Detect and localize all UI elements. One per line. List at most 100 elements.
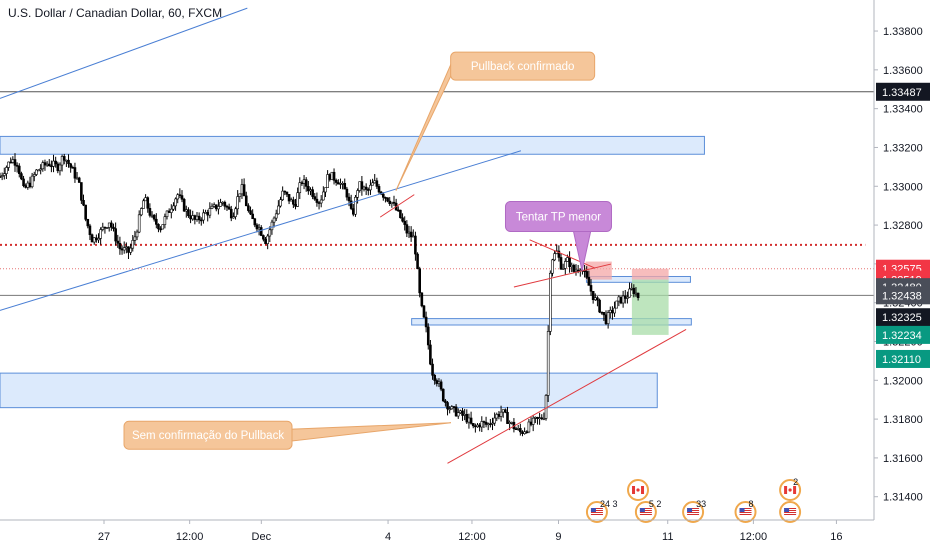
candle[interactable] [360,176,364,196]
candle[interactable] [439,379,443,392]
candle[interactable] [328,173,332,182]
candle[interactable] [523,427,526,435]
candle[interactable] [416,252,419,270]
candle[interactable] [463,408,466,421]
candle[interactable] [602,312,606,321]
candle[interactable] [127,246,130,260]
candle[interactable] [471,423,475,429]
candle[interactable] [448,406,451,414]
zone-rect-2[interactable] [0,372,658,409]
candle[interactable] [322,186,325,201]
candle[interactable] [272,216,276,228]
event-icon-3[interactable]: 33 [682,499,706,523]
candle[interactable] [54,156,57,168]
candle[interactable] [155,213,158,229]
trendline-0[interactable] [0,7,248,99]
trendline-5[interactable] [529,239,596,269]
candle[interactable] [583,264,586,278]
candle[interactable] [375,177,379,189]
candle[interactable] [84,204,87,222]
candle[interactable] [339,178,342,189]
candle[interactable] [626,291,629,304]
candle[interactable] [20,171,23,181]
candle[interactable] [103,226,107,234]
candle[interactable] [240,178,244,199]
candle[interactable] [133,230,137,246]
event-icon-4[interactable]: 8 [734,499,757,523]
candle[interactable] [65,159,68,168]
candle[interactable] [589,279,593,296]
candle[interactable] [77,176,81,183]
candle[interactable] [484,416,488,428]
candle[interactable] [542,412,546,421]
candle[interactable] [506,406,509,424]
candle[interactable] [446,400,449,416]
candle[interactable] [122,241,126,254]
candle[interactable] [253,217,257,228]
candle[interactable] [352,203,355,217]
candle[interactable] [159,226,162,233]
candle[interactable] [266,233,269,250]
candle[interactable] [219,198,222,207]
candle[interactable] [58,162,62,176]
candle[interactable] [170,204,173,219]
candle[interactable] [534,416,537,424]
candle[interactable] [422,304,426,318]
candle[interactable] [242,178,246,197]
candle[interactable] [67,154,70,168]
candle[interactable] [467,413,471,429]
callout-0[interactable]: Pullback confirmado [395,51,596,191]
candle[interactable] [476,423,479,428]
candle[interactable] [142,198,145,209]
candle[interactable] [414,231,417,261]
candle[interactable] [285,191,289,198]
candle[interactable] [546,325,550,402]
candle[interactable] [538,412,541,425]
candle[interactable] [140,207,143,217]
candle[interactable] [619,296,623,305]
candle[interactable] [600,311,604,315]
candle[interactable] [591,290,595,304]
candle[interactable] [107,222,111,232]
candle[interactable] [35,169,38,177]
candle[interactable] [165,210,169,220]
candle[interactable] [608,306,612,319]
candle[interactable] [197,212,201,224]
candle[interactable] [617,295,621,307]
candle[interactable] [105,227,109,229]
candle[interactable] [531,414,535,432]
candle[interactable] [71,165,75,169]
candle[interactable] [367,187,370,196]
candle[interactable] [454,404,458,417]
candle[interactable] [101,222,105,232]
candle[interactable] [88,223,92,241]
candle[interactable] [377,183,381,194]
candle[interactable] [56,161,60,174]
candle[interactable] [204,209,207,214]
candle[interactable] [17,163,21,178]
candle[interactable] [193,214,197,225]
candle[interactable] [373,174,377,184]
callout-1[interactable]: Tentar TP menor [504,201,612,271]
candle[interactable] [274,209,278,222]
candle[interactable] [429,339,432,366]
candle[interactable] [559,253,563,270]
candle[interactable] [611,306,614,320]
trendline-2[interactable] [447,329,687,464]
candle[interactable] [401,213,404,223]
candle[interactable] [343,178,347,190]
candle[interactable] [516,425,520,431]
candle[interactable] [596,296,599,307]
candle[interactable] [307,180,310,195]
position-stop-zone-1[interactable] [631,268,669,280]
candle[interactable] [341,181,344,190]
candle[interactable] [236,190,239,215]
candle[interactable] [540,414,544,421]
candle[interactable] [585,266,589,279]
candle[interactable] [332,168,336,185]
candle[interactable] [217,199,220,215]
candle[interactable] [632,284,636,298]
candle[interactable] [313,193,317,201]
candle[interactable] [116,234,120,248]
